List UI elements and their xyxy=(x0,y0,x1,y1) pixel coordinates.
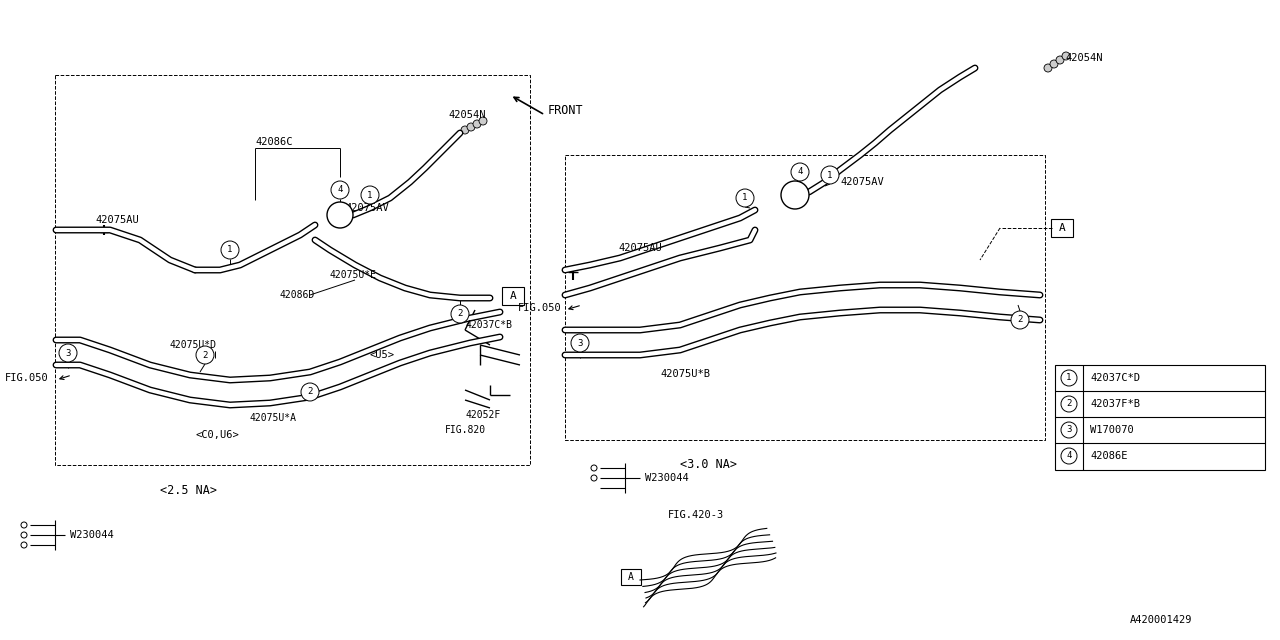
Circle shape xyxy=(221,241,239,259)
Circle shape xyxy=(479,117,486,125)
Text: 1: 1 xyxy=(742,193,748,202)
FancyBboxPatch shape xyxy=(621,569,641,585)
Text: A420001429: A420001429 xyxy=(1130,615,1193,625)
Text: FRONT: FRONT xyxy=(548,104,584,116)
Text: A: A xyxy=(628,572,634,582)
Text: 42086E: 42086E xyxy=(1091,451,1128,461)
Circle shape xyxy=(467,123,475,131)
Text: 42054N: 42054N xyxy=(448,110,485,120)
Text: 42037C*D: 42037C*D xyxy=(1091,373,1140,383)
Text: A: A xyxy=(509,291,516,301)
Text: 42075AV: 42075AV xyxy=(346,203,389,213)
Text: W230044: W230044 xyxy=(70,530,114,540)
Text: 42075AU: 42075AU xyxy=(618,243,662,253)
Text: 42075U*E: 42075U*E xyxy=(330,270,378,280)
Text: 2: 2 xyxy=(1018,316,1023,324)
Circle shape xyxy=(332,181,349,199)
Text: 42086C: 42086C xyxy=(255,137,293,147)
Circle shape xyxy=(474,120,481,128)
Circle shape xyxy=(326,202,353,228)
Text: 42037F*B: 42037F*B xyxy=(1091,399,1140,409)
Text: 4: 4 xyxy=(1066,451,1071,461)
Text: FIG.820: FIG.820 xyxy=(445,425,486,435)
Text: 2: 2 xyxy=(307,387,312,397)
Text: FIG.050: FIG.050 xyxy=(5,373,49,383)
Text: <C0,U6>: <C0,U6> xyxy=(195,430,239,440)
Circle shape xyxy=(1050,60,1059,68)
Text: 42075U*A: 42075U*A xyxy=(250,413,297,423)
Circle shape xyxy=(791,163,809,181)
Text: 3: 3 xyxy=(1066,426,1071,435)
Circle shape xyxy=(461,126,468,134)
Circle shape xyxy=(1061,396,1076,412)
Circle shape xyxy=(820,166,838,184)
Text: 42075U*D: 42075U*D xyxy=(170,340,218,350)
Text: <3.0 NA>: <3.0 NA> xyxy=(680,458,737,472)
Text: FIG.420-3: FIG.420-3 xyxy=(668,510,724,520)
Text: <U5>: <U5> xyxy=(370,350,396,360)
Bar xyxy=(1055,365,1265,470)
Circle shape xyxy=(1061,370,1076,386)
Text: 3: 3 xyxy=(65,349,70,358)
Text: 2: 2 xyxy=(1066,399,1071,408)
Text: 42075AU: 42075AU xyxy=(95,215,138,225)
Text: 42086D: 42086D xyxy=(280,290,315,300)
Text: 4: 4 xyxy=(797,168,803,177)
Text: 2: 2 xyxy=(202,351,207,360)
Circle shape xyxy=(59,344,77,362)
Circle shape xyxy=(196,346,214,364)
Circle shape xyxy=(1011,311,1029,329)
Text: 42075AV: 42075AV xyxy=(840,177,883,187)
Circle shape xyxy=(1056,56,1064,64)
Text: A: A xyxy=(1059,223,1065,233)
Text: 42037C*B: 42037C*B xyxy=(465,320,512,330)
FancyBboxPatch shape xyxy=(502,287,524,305)
Text: 42075U*B: 42075U*B xyxy=(660,369,710,379)
Text: 2: 2 xyxy=(457,310,462,319)
Circle shape xyxy=(571,334,589,352)
Circle shape xyxy=(1061,448,1076,464)
Circle shape xyxy=(451,305,468,323)
Circle shape xyxy=(1044,64,1052,72)
Text: 42052F: 42052F xyxy=(465,410,500,420)
Text: 1: 1 xyxy=(827,170,833,179)
Text: W170070: W170070 xyxy=(1091,425,1134,435)
Text: 4: 4 xyxy=(338,186,343,195)
Text: 3: 3 xyxy=(577,339,582,348)
Text: FIG.050: FIG.050 xyxy=(518,303,562,313)
Text: 42054N: 42054N xyxy=(1065,53,1102,63)
Circle shape xyxy=(1062,52,1070,60)
Circle shape xyxy=(1061,422,1076,438)
Circle shape xyxy=(781,181,809,209)
Text: W230044: W230044 xyxy=(645,473,689,483)
FancyBboxPatch shape xyxy=(1051,219,1073,237)
Circle shape xyxy=(736,189,754,207)
Text: 1: 1 xyxy=(228,246,233,255)
Circle shape xyxy=(301,383,319,401)
Text: 1: 1 xyxy=(1066,374,1071,383)
Text: 1: 1 xyxy=(367,191,372,200)
Circle shape xyxy=(361,186,379,204)
Text: <2.5 NA>: <2.5 NA> xyxy=(160,483,218,497)
